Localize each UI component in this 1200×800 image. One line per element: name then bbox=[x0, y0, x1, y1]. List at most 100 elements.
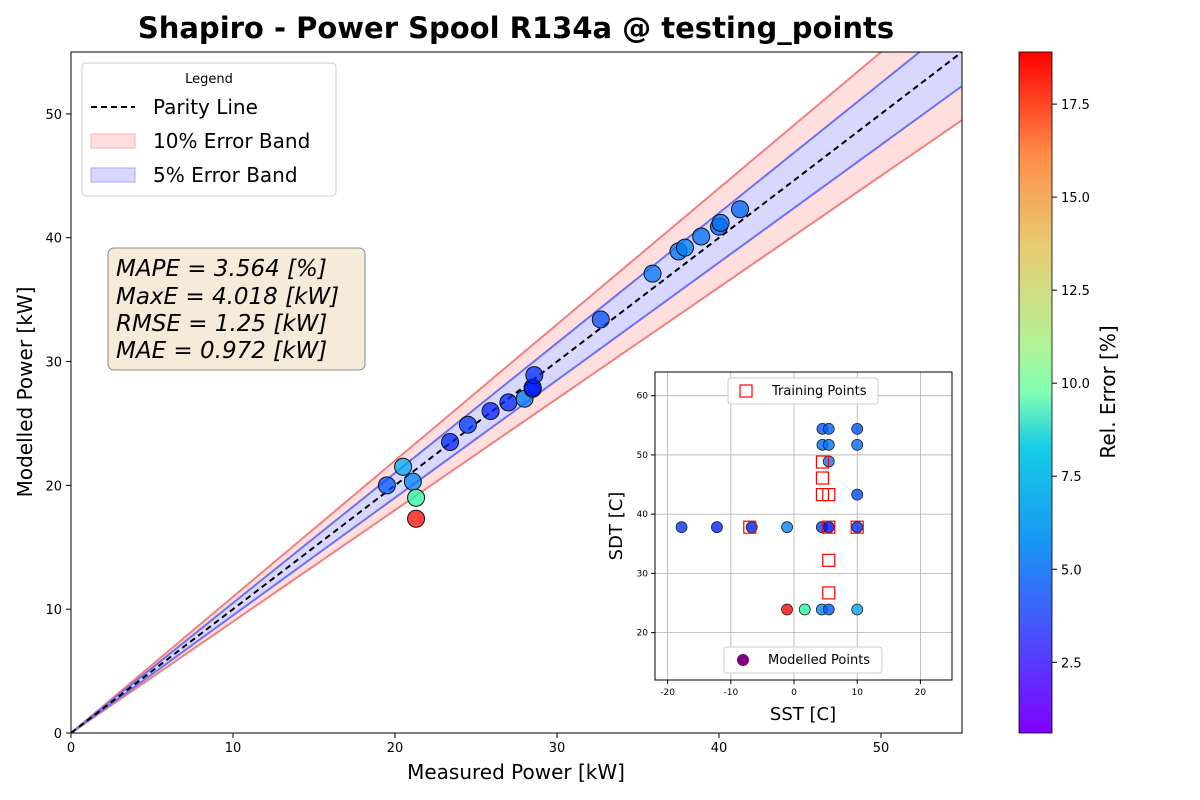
data-point bbox=[394, 457, 413, 476]
colorbar-tick-label: 2.5 bbox=[1061, 656, 1082, 671]
main-y-ticks: 0 10 20 30 40 50 bbox=[45, 108, 71, 742]
modelled-point bbox=[851, 521, 864, 534]
data-point bbox=[458, 415, 477, 434]
chart-title: Shapiro - Power Spool R134a @ testing_po… bbox=[138, 11, 894, 45]
colorbar-label: Rel. Error [%] bbox=[1096, 325, 1120, 458]
legend-parity-label: Parity Line bbox=[153, 95, 258, 119]
y-tick-label: 10 bbox=[45, 603, 62, 618]
colorbar-gradient bbox=[1018, 51, 1053, 734]
inset-x-tick-label: -20 bbox=[660, 688, 675, 698]
training-point bbox=[822, 520, 836, 534]
legend-5pct-swatch bbox=[90, 167, 136, 183]
modelled-point bbox=[822, 438, 835, 451]
modelled-point bbox=[675, 521, 688, 534]
y-tick-label: 0 bbox=[54, 727, 62, 742]
inset-chart: -20 -10 0 10 20 20 30 40 50 60 SST [C] SDT [C] T… bbox=[606, 371, 953, 725]
x-tick-label: 20 bbox=[387, 741, 404, 756]
training-point bbox=[743, 520, 757, 534]
training-point bbox=[822, 488, 836, 502]
legend-10pct-swatch bbox=[90, 133, 136, 149]
inset-x-ticks: -20 -10 0 10 20 bbox=[660, 680, 926, 698]
legend: Legend Parity Line 10% Error Band 5% Err… bbox=[81, 62, 337, 197]
colorbar-tick-label: 15.0 bbox=[1061, 191, 1090, 206]
inset-y-tick-label: 40 bbox=[637, 510, 649, 520]
data-point bbox=[711, 213, 730, 232]
inset-x-tick-label: 20 bbox=[915, 688, 927, 698]
modelled-point bbox=[822, 521, 835, 534]
data-point bbox=[407, 488, 426, 507]
metrics-box: MAPE = 3.564 [%] MaxE = 4.018 [kW] RMSE … bbox=[107, 247, 366, 371]
colorbar-tick-label: 7.5 bbox=[1061, 470, 1082, 485]
inset-x-tick-label: 10 bbox=[851, 688, 863, 698]
inset-points bbox=[675, 422, 864, 616]
training-points-swatch bbox=[739, 384, 753, 398]
metrics-background bbox=[107, 247, 366, 371]
inset-y-tick-label: 30 bbox=[637, 569, 649, 579]
legend-title: Legend bbox=[185, 72, 233, 87]
x-tick-label: 10 bbox=[225, 741, 242, 756]
inset-y-ticks: 20 30 40 50 60 bbox=[637, 392, 655, 639]
x-tick-label: 40 bbox=[711, 741, 728, 756]
data-point bbox=[403, 472, 422, 491]
data-point bbox=[377, 476, 396, 495]
inset-x-tick-label: 0 bbox=[791, 688, 797, 698]
x-tick-label: 0 bbox=[67, 741, 75, 756]
x-tick-label: 30 bbox=[549, 741, 566, 756]
scatter-points bbox=[377, 200, 750, 528]
metric-mae: MAE = 0.972 [kW] bbox=[116, 338, 327, 364]
inset-frame bbox=[654, 371, 953, 681]
inset-x-axis-label: SST [C] bbox=[770, 704, 836, 725]
inset-y-tick-label: 50 bbox=[637, 451, 649, 461]
y-tick-label: 30 bbox=[45, 356, 62, 371]
data-point bbox=[481, 402, 500, 421]
modelled-points-swatch bbox=[737, 654, 749, 666]
training-point bbox=[822, 586, 836, 600]
data-point bbox=[407, 509, 426, 528]
modelled-point bbox=[851, 438, 864, 451]
colorbar-tick-label: 17.5 bbox=[1061, 98, 1090, 113]
training-point bbox=[815, 455, 830, 469]
legend-box bbox=[81, 62, 337, 197]
error-band-10pct-upper-edge bbox=[71, 52, 883, 733]
y-tick-label: 50 bbox=[45, 108, 62, 123]
inset-legend-bottom: Modelled Points bbox=[723, 646, 883, 674]
training-point bbox=[822, 553, 836, 567]
x-tick-label: 50 bbox=[873, 741, 890, 756]
inset-y-tick-label: 60 bbox=[637, 392, 649, 402]
colorbar: 2.5 5.0 7.5 10.0 12.5 15.0 17.5 Rel. Error [%] bbox=[1018, 51, 1120, 734]
data-point bbox=[441, 433, 460, 452]
colorbar-tick-label: 12.5 bbox=[1061, 284, 1090, 299]
y-tick-label: 40 bbox=[45, 232, 62, 247]
colorbar-tick-label: 10.0 bbox=[1061, 377, 1090, 392]
modelled-point bbox=[822, 422, 835, 435]
modelled-point bbox=[851, 422, 864, 435]
modelled-point bbox=[798, 603, 811, 616]
data-point bbox=[731, 200, 750, 219]
data-point bbox=[591, 310, 610, 329]
modelled-point bbox=[851, 488, 864, 501]
data-point bbox=[525, 366, 544, 385]
colorbar-ticks: 2.5 5.0 7.5 10.0 12.5 15.0 17.5 bbox=[1052, 98, 1090, 671]
inset-legend-training-label: Training Points bbox=[771, 384, 867, 399]
inset-y-tick-label: 20 bbox=[637, 629, 649, 639]
y-axis-label: Modelled Power [kW] bbox=[13, 287, 37, 498]
modelled-point bbox=[822, 603, 835, 616]
inset-legend-top-box bbox=[727, 377, 879, 405]
inset-x-tick-label: -10 bbox=[723, 688, 738, 698]
data-point bbox=[675, 238, 694, 257]
training-point bbox=[815, 471, 830, 485]
inset-legend-modelled-label: Modelled Points bbox=[768, 653, 870, 668]
modelled-point bbox=[781, 603, 793, 616]
modelled-point bbox=[711, 521, 723, 534]
error-band-5pct-upper-edge bbox=[71, 52, 922, 733]
data-point bbox=[692, 227, 711, 246]
y-tick-label: 20 bbox=[45, 479, 62, 494]
data-point bbox=[643, 264, 662, 283]
legend-5pct-label: 5% Error Band bbox=[153, 163, 298, 187]
x-axis-label: Measured Power [kW] bbox=[407, 760, 625, 784]
inset-y-axis-label: SDT [C] bbox=[606, 492, 627, 561]
modelled-point bbox=[851, 603, 864, 616]
colorbar-tick-label: 5.0 bbox=[1061, 563, 1082, 578]
training-point bbox=[850, 520, 864, 534]
